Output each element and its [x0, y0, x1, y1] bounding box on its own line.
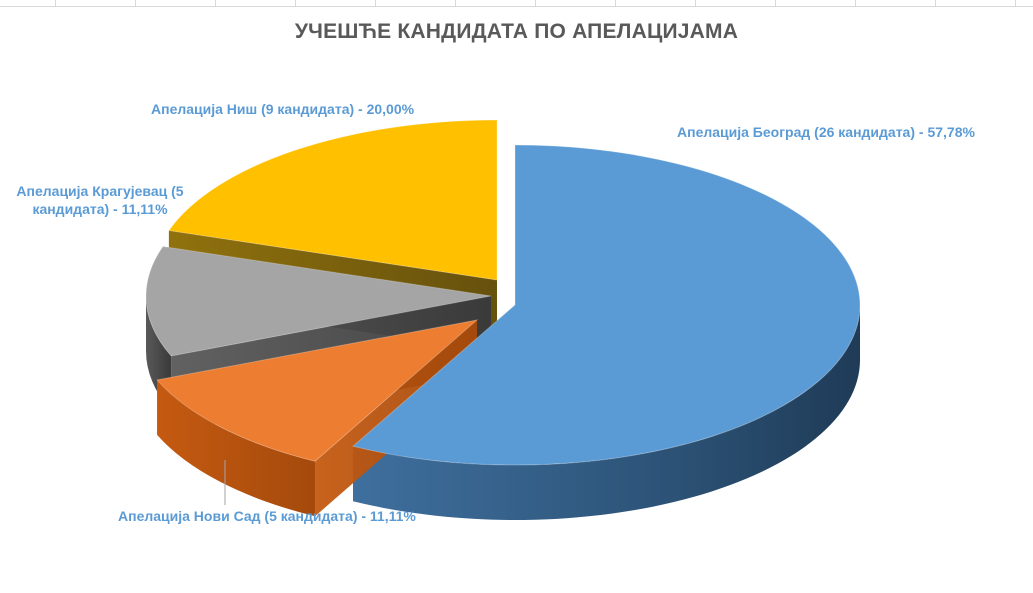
gridline	[695, 0, 696, 6]
gridline	[375, 0, 376, 6]
slice-top-1	[156, 319, 479, 462]
slice-side-0-0	[353, 305, 860, 520]
gridline	[295, 0, 296, 6]
gridline	[455, 0, 456, 6]
gridline	[215, 0, 216, 6]
slice-side-1-0	[157, 379, 316, 517]
chart-title: УЧЕШЋЕ КАНДИДАТА ПО АПЕЛАЦИЈАМА	[294, 20, 739, 43]
slice-top-2	[145, 246, 492, 357]
gridline	[1015, 0, 1016, 6]
gridline	[55, 0, 56, 6]
slice-top-3	[168, 119, 498, 281]
slice-label-beograd: Апелација Београд (26 кандидата) - 57,78…	[677, 124, 975, 140]
gridline	[535, 0, 536, 6]
slice-label-nis: Апелација Ниш (9 кандидата) - 20,00%	[151, 101, 415, 117]
gridline	[615, 0, 616, 6]
gridline	[135, 0, 136, 6]
gridline	[775, 0, 776, 6]
gridline	[935, 0, 936, 6]
gridline	[855, 0, 856, 6]
pie-tops	[145, 119, 861, 466]
slice-label-kragujevac: Апелација Крагујевац (5 кандидата) - 11,…	[16, 183, 184, 217]
slice-label-novi-sad: Апелација Нови Сад (5 кандидата) - 11,11…	[118, 508, 416, 524]
slice-top-0	[351, 144, 861, 466]
worksheet-grid-strip	[0, 0, 1033, 7]
